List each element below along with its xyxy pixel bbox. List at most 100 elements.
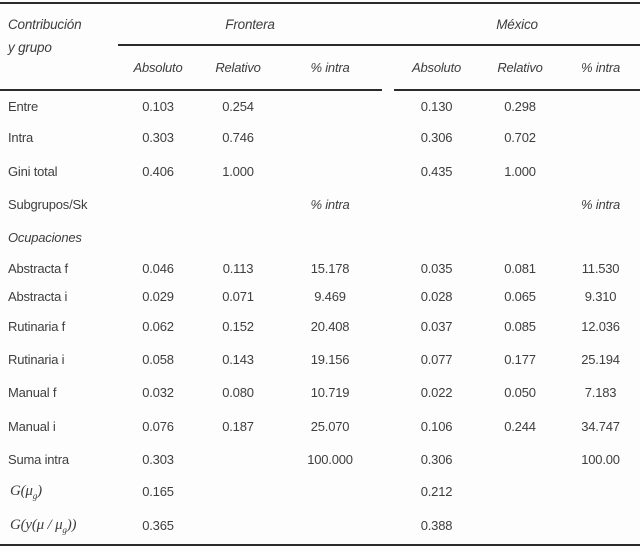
cell: 9.310 [584, 289, 617, 304]
cell: 19.156 [310, 352, 350, 367]
row-header-line2: y grupo [8, 40, 52, 55]
cell: 0.177 [504, 352, 536, 367]
math-suffix: )) [66, 516, 77, 533]
table-row: Gini total 0.406 1.000 0.435 1.000 [0, 154, 640, 188]
cell: 100.000 [307, 452, 353, 467]
cell: 0.085 [504, 319, 536, 334]
cell: 20.408 [310, 319, 350, 334]
col-header-mexico-relativo: Relativo [479, 45, 562, 91]
cell: 0.303 [142, 452, 174, 467]
cell: 15.178 [310, 261, 350, 276]
table-row: G(y(μ / μg)) 0.365 0.388 [0, 507, 640, 545]
table-row: Manual i 0.076 0.187 25.070 0.106 0.244 34.747 [0, 409, 640, 443]
cell [198, 188, 278, 221]
cell [479, 476, 561, 507]
cell: 0.130 [420, 98, 453, 114]
cell: 0.244 [504, 418, 536, 434]
cell: 0.062 [142, 319, 174, 334]
cell [561, 154, 640, 188]
cell [198, 476, 278, 507]
cell [561, 121, 640, 154]
row-label: G(μg) [0, 476, 118, 507]
cell: 0.113 [222, 261, 254, 276]
cell: 0.035 [420, 261, 453, 276]
cell: 0.032 [142, 385, 174, 400]
cell: 25.194 [581, 352, 620, 367]
cell: 25.070 [310, 418, 350, 434]
cell: 1.000 [222, 163, 254, 179]
row-header-line1: Contribución [8, 17, 82, 32]
group-header-mexico: México [394, 3, 640, 46]
row-label: Rutinaria f [8, 319, 66, 334]
row-label: G(y(μ / μg)) [0, 507, 118, 545]
table-row: Abstracta i 0.029 0.071 9.469 0.028 0.065 9.31… [0, 283, 640, 310]
group-header-row: Contribución y grupo Frontera México [0, 3, 640, 91]
cell: 0.046 [142, 261, 174, 276]
table-body: Entre 0.103 0.254 0.130 0.298 Intra 0.303 0.746… [0, 90, 640, 545]
row-label: Ocupaciones [8, 230, 82, 245]
cell [479, 507, 561, 545]
cell [198, 507, 278, 545]
cell [561, 476, 640, 507]
cell: 0.152 [222, 319, 254, 334]
table-row: Rutinaria i 0.058 0.143 19.156 0.077 0.177 25.… [0, 343, 640, 376]
table-row: Rutinaria f 0.062 0.152 20.408 0.037 0.085 12.… [0, 310, 640, 343]
col-header-frontera-absoluto: Absoluto [118, 45, 198, 91]
row-label: Entre [8, 98, 39, 114]
cell [394, 221, 479, 254]
cell: 0.028 [420, 289, 453, 304]
column-gap [382, 121, 394, 154]
table-row: Subgrupos/Sk % intra % intra [0, 188, 640, 221]
column-gap [382, 376, 394, 409]
cell: 0.702 [504, 130, 536, 145]
cell: 0.143 [222, 352, 254, 367]
cell [118, 221, 198, 254]
column-gap [382, 310, 394, 343]
cell: 0.406 [142, 163, 174, 179]
table-row: Suma intra 0.303 100.000 0.306 100.00 [0, 443, 640, 476]
column-gap [382, 507, 394, 545]
cell: % intra [581, 197, 621, 212]
cell [479, 221, 561, 254]
cell [561, 221, 640, 254]
row-label: Rutinaria i [8, 352, 65, 367]
row-label: Manual i [8, 418, 56, 434]
cell [278, 476, 382, 507]
cell: 0.254 [222, 98, 254, 114]
cell: 0.022 [420, 385, 453, 400]
math-prefix: G(y(μ / μ [10, 516, 63, 533]
cell: 0.306 [420, 130, 453, 145]
column-gap [382, 254, 394, 283]
row-header-cell: Contribución y grupo [0, 3, 118, 91]
cell: 0.103 [142, 98, 174, 114]
column-gap [382, 409, 394, 443]
cell [479, 443, 561, 476]
cell [278, 507, 382, 545]
cell [278, 90, 382, 121]
cell: 0.388 [420, 518, 453, 533]
cell: 0.080 [222, 385, 254, 400]
cell: 0.077 [420, 352, 453, 367]
cell: 0.058 [142, 352, 174, 367]
table-row: Ocupaciones [0, 221, 640, 254]
math-subscript: g [62, 524, 67, 535]
cell: 0.076 [142, 418, 174, 434]
math-suffix: ) [37, 482, 42, 499]
cell: 0.165 [142, 484, 174, 499]
cell [198, 221, 278, 254]
cell [561, 507, 640, 545]
table-row: Abstracta f 0.046 0.113 15.178 0.035 0.081 11.… [0, 254, 640, 283]
column-gap [382, 45, 394, 90]
cell: 12.036 [581, 319, 620, 334]
column-gap [382, 476, 394, 507]
table-row: G(μg) 0.165 0.212 [0, 476, 640, 507]
cell: 0.303 [142, 130, 174, 145]
cell [198, 443, 278, 476]
col-header-mexico-pct-intra: % intra [561, 45, 640, 91]
cell [278, 121, 382, 154]
cell: 0.081 [504, 261, 536, 276]
cell: 1.000 [504, 163, 536, 179]
cell: 9.469 [314, 289, 346, 304]
